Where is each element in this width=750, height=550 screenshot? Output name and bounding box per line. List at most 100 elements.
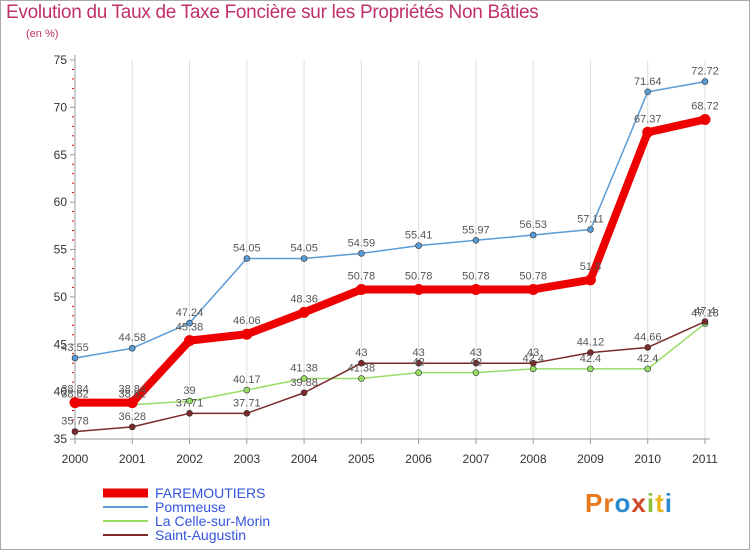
logo-letter: o <box>614 488 632 518</box>
point-FAREMOUTIERS-2005 <box>355 283 367 295</box>
series-line-Saint-Augustin <box>74 320 706 433</box>
point-Saint-Augustin-2009 <box>587 349 594 356</box>
series-lines <box>71 80 709 433</box>
data-label-Saint-Augustin-2011: 47.4 <box>694 306 715 318</box>
data-label-Pommeuse-2004: 54.05 <box>290 243 318 255</box>
data-label-La Celle-sur-Morin-2011: 47.18 <box>691 308 719 320</box>
data-label-La Celle-sur-Morin-2005: 41.38 <box>348 363 376 375</box>
point-Saint-Augustin-2010 <box>644 344 652 351</box>
series-line-FAREMOUTIERS <box>71 115 709 407</box>
chart-title: Evolution du Taux de Taxe Foncière sur l… <box>6 2 539 23</box>
x-tick-label-2010: 2010 <box>634 452 661 466</box>
point-Pommeuse-2004 <box>300 255 308 262</box>
point-Saint-Augustin-2007 <box>472 359 480 367</box>
legend-label-Pommeuse: Pommeuse <box>155 499 226 515</box>
logo-letter: r <box>603 488 615 518</box>
data-label-Saint-Augustin-2009: 44.12 <box>577 337 605 349</box>
x-tick-label-2007: 2007 <box>463 452 490 466</box>
x-tick-label-2001: 2001 <box>119 452 146 466</box>
data-label-FAREMOUTIERS-2000: 38.84 <box>61 384 89 396</box>
logo-letter: i <box>664 488 673 518</box>
data-label-Saint-Augustin-2007: 43 <box>470 347 482 359</box>
data-label-Saint-Augustin-2006: 43 <box>413 347 425 359</box>
data-label-Pommeuse-2011: 72.72 <box>691 66 719 78</box>
data-label-Pommeuse-2007: 55.97 <box>462 224 490 236</box>
x-tick-label-2008: 2008 <box>520 452 547 466</box>
data-label-FAREMOUTIERS-2004: 48.36 <box>290 293 318 305</box>
proxiti-logo: Proxiti <box>585 488 673 519</box>
series-labels: 38.84 38.84 45.38 46.06 48.36 50.78 50.78 50.78… <box>61 66 719 428</box>
data-label-Pommeuse-2003: 54.05 <box>233 243 261 255</box>
x-tick-label-2002: 2002 <box>176 452 203 466</box>
point-La Celle-sur-Morin-2007 <box>472 369 480 376</box>
point-Saint-Augustin-2011 <box>701 318 709 325</box>
point-La Celle-sur-Morin-2003 <box>243 386 251 394</box>
point-FAREMOUTIERS-2011 <box>699 114 711 126</box>
x-tick-label-2006: 2006 <box>405 452 432 466</box>
point-La Celle-sur-Morin-2004 <box>300 375 308 382</box>
y-tick-label-70: 70 <box>54 100 68 114</box>
x-tick-label-2003: 2003 <box>233 452 260 466</box>
point-Pommeuse-2008 <box>529 231 537 239</box>
data-label-Saint-Augustin-2005: 43 <box>355 347 367 359</box>
point-La Celle-sur-Morin-2008 <box>529 365 537 373</box>
data-label-La Celle-sur-Morin-2000: 38.62 <box>61 389 89 401</box>
point-Saint-Augustin-2006 <box>415 359 422 367</box>
y-tick-label-45: 45 <box>54 337 68 351</box>
y-tick-label-75: 75 <box>54 53 68 67</box>
point-Pommeuse-2003 <box>243 255 251 262</box>
y-tick-label-50: 50 <box>54 290 68 304</box>
point-Saint-Augustin-2001 <box>128 423 136 431</box>
ticks: 35 40 45 50 55 60 65 70 75 2000 2001 2002 2003 2004 20… <box>54 53 719 466</box>
legend-label-Saint-Augustin: Saint-Augustin <box>155 527 246 543</box>
point-FAREMOUTIERS-2008 <box>527 283 539 295</box>
point-Saint-Augustin-2008 <box>529 359 537 367</box>
data-label-Saint-Augustin-2008: 43 <box>527 347 539 359</box>
point-La Celle-sur-Morin-2002 <box>186 397 193 405</box>
x-tick-label-2000: 2000 <box>62 452 89 466</box>
y-tick-label-35: 35 <box>54 432 68 446</box>
point-FAREMOUTIERS-2006 <box>413 283 425 295</box>
point-Pommeuse-2011 <box>701 78 709 85</box>
y-tick-label-60: 60 <box>54 195 68 209</box>
data-label-Pommeuse-2009: 57.11 <box>577 214 604 226</box>
logo-letter: i <box>646 488 656 518</box>
data-label-La Celle-sur-Morin-2010: 42.4 <box>637 353 658 365</box>
data-label-FAREMOUTIERS-2002: 45.38 <box>176 322 204 334</box>
point-FAREMOUTIERS-2009 <box>584 274 596 286</box>
data-label-FAREMOUTIERS-2008: 50.78 <box>519 270 547 282</box>
data-label-Pommeuse-2005: 54.59 <box>348 237 376 249</box>
data-label-La Celle-sur-Morin-2006: 42 <box>413 357 425 369</box>
data-label-Pommeuse-2001: 44.58 <box>119 332 147 344</box>
point-La Celle-sur-Morin-2005 <box>358 375 365 382</box>
data-label-Saint-Augustin-2001: 36.28 <box>119 411 147 423</box>
y-tick-label-65: 65 <box>54 148 68 162</box>
point-FAREMOUTIERS-2010 <box>642 126 654 138</box>
point-Saint-Augustin-2003 <box>243 410 251 417</box>
data-label-FAREMOUTIERS-2001: 38.84 <box>119 384 147 396</box>
point-FAREMOUTIERS-2002 <box>184 335 196 347</box>
x-tick-label-2011: 2011 <box>692 452 718 466</box>
point-Pommeuse-2007 <box>472 237 480 244</box>
point-Saint-Augustin-2002 <box>186 410 193 417</box>
point-Pommeuse-2010 <box>644 88 652 96</box>
y-tick-label-40: 40 <box>54 385 68 399</box>
logo-letter: x <box>631 488 647 518</box>
chart-unit-label: (en %) <box>26 28 59 40</box>
data-label-Saint-Augustin-2002: 37.71 <box>176 397 204 409</box>
point-FAREMOUTIERS-2004 <box>298 306 310 318</box>
data-label-La Celle-sur-Morin-2004: 41.38 <box>290 363 318 375</box>
point-Pommeuse-2009 <box>587 226 594 233</box>
axes <box>74 55 710 440</box>
data-label-La Celle-sur-Morin-2007: 42 <box>470 357 482 369</box>
point-Pommeuse-2006 <box>415 242 422 249</box>
point-Pommeuse-2000 <box>71 354 79 362</box>
data-label-La Celle-sur-Morin-2003: 40.17 <box>233 374 261 386</box>
point-La Celle-sur-Morin-2010 <box>644 365 652 373</box>
data-label-Pommeuse-2000: 43.55 <box>61 342 89 354</box>
data-label-FAREMOUTIERS-2011: 68.72 <box>691 101 719 113</box>
logo-letter: t <box>655 488 665 518</box>
